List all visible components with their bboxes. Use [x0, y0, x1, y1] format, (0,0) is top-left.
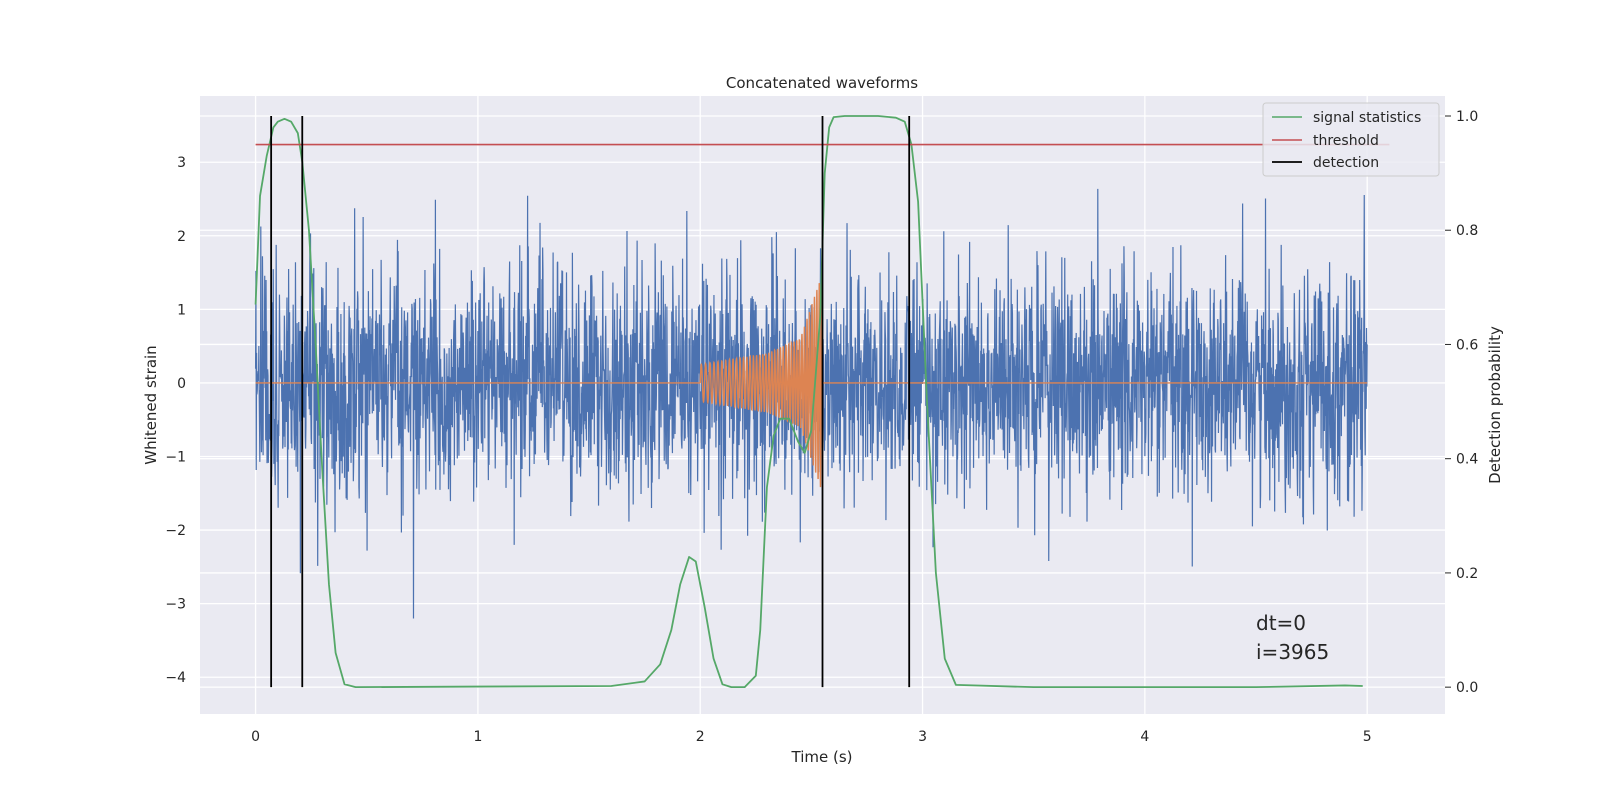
detection-series: [270, 115, 911, 688]
y-axis-label: Whitened strain: [142, 345, 160, 464]
y2-tick-label: 0.6: [1456, 337, 1478, 353]
x-tick-label: 2: [696, 729, 705, 745]
y2-tick-label: 1.0: [1456, 109, 1478, 125]
y2-axis-label: Detection probability: [1486, 326, 1504, 484]
x-axis-ticks: 0 1 2 3 4 5: [251, 729, 1372, 745]
y2-tick-label: 0.8: [1456, 223, 1478, 239]
y-tick-label: 1: [177, 302, 186, 318]
y2-axis-ticks: 0.0 0.2 0.4 0.6 0.8 1.0: [1445, 109, 1478, 696]
template-series: [255, 275, 1368, 488]
legend-label-signal-statistics: signal statistics: [1313, 110, 1421, 126]
signal-statistics-series: [254, 115, 1363, 689]
annotation-i: i=3965: [1256, 640, 1329, 664]
legend-label-threshold: threshold: [1313, 133, 1379, 149]
y-tick-label: −4: [165, 670, 186, 686]
y-tick-label: 2: [177, 229, 186, 245]
legend-box: [1262, 102, 1440, 177]
legend: signal statistics threshold detection: [1262, 102, 1440, 177]
legend-label-detection: detection: [1313, 155, 1379, 171]
x-tick-label: 3: [918, 729, 927, 745]
signal-statistics-line: [254, 115, 1363, 689]
y-axis-ticks: −4 −3 −2 −1 0 1 2 3: [165, 155, 186, 686]
y-tick-label: 3: [177, 155, 186, 171]
x-tick-label: 5: [1363, 729, 1372, 745]
y-tick-label: −3: [165, 597, 186, 613]
x-tick-label: 1: [473, 729, 482, 745]
x-tick-label: 4: [1140, 729, 1149, 745]
chart-title: Concatenated waveforms: [726, 74, 918, 92]
annotation-dt: dt=0: [1256, 611, 1306, 635]
x-axis-label: Time (s): [791, 748, 853, 766]
y-tick-label: 0: [177, 376, 186, 392]
template-line: [255, 275, 1368, 488]
y2-tick-label: 0.4: [1456, 452, 1478, 468]
y2-tick-label: 0.0: [1456, 680, 1478, 696]
x-tick-label: 0: [251, 729, 260, 745]
y2-tick-label: 0.2: [1456, 566, 1478, 582]
y-tick-label: −1: [165, 450, 186, 466]
y-tick-label: −2: [165, 523, 186, 539]
